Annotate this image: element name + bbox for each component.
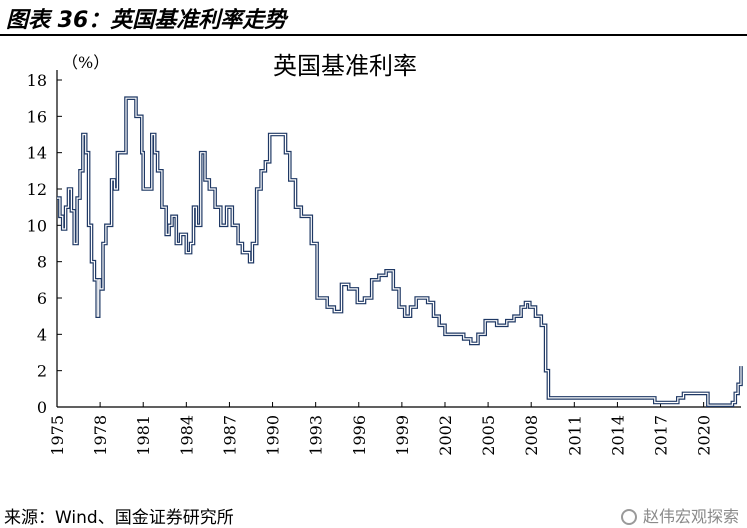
- y-tick-label: 10: [27, 216, 47, 235]
- y-tick-label: 12: [27, 180, 47, 199]
- x-tick-label: 1990: [264, 415, 283, 456]
- x-axis-ticks: 1975 1978 1981 1984 1987 1990 1993 1996 1999 2002…: [48, 402, 714, 456]
- x-tick-label: 1975: [48, 415, 67, 456]
- series-line: [57, 97, 742, 406]
- x-tick-label: 1999: [393, 415, 412, 456]
- y-unit-label: （%）: [62, 53, 109, 72]
- wechat-icon: [620, 509, 637, 525]
- y-tick-label: 18: [27, 71, 47, 90]
- x-tick-label: 2017: [652, 415, 671, 456]
- x-tick-label: 1978: [91, 415, 110, 456]
- chart-area: 0 2 4 6 8 10 12 14 16 18 1975 1978 1981 1984 1987 1990…: [27, 52, 743, 456]
- chart-title: 英国基准利率: [273, 52, 417, 80]
- y-tick-label: 14: [27, 144, 47, 163]
- y-axis-ticks: 0 2 4 6 8 10 12 14 16 18: [27, 71, 62, 417]
- x-tick-label: 2011: [565, 415, 584, 456]
- series-layer: [57, 96, 743, 407]
- x-tick-label: 2005: [479, 415, 498, 456]
- figure-title: 图表 36：英国基准利率走势: [6, 8, 287, 33]
- x-tick-label: 1996: [350, 415, 369, 456]
- x-tick-label: 1981: [134, 415, 153, 456]
- x-tick-label: 2014: [608, 415, 627, 456]
- series-line-outline: [57, 96, 743, 407]
- x-tick-label: 1984: [177, 415, 196, 456]
- y-tick-label: 6: [37, 289, 47, 308]
- y-tick-label: 4: [37, 325, 47, 344]
- x-tick-label: 2020: [695, 415, 714, 456]
- title-rule: [0, 34, 747, 36]
- y-tick-label: 2: [37, 362, 47, 381]
- x-tick-label: 2008: [522, 415, 541, 456]
- watermark: 赵伟宏观探索: [620, 503, 739, 527]
- y-tick-label: 16: [27, 107, 47, 126]
- x-tick-label: 1987: [220, 415, 239, 456]
- watermark-text: 赵伟宏观探索: [642, 507, 739, 526]
- x-tick-label: 2002: [436, 415, 455, 456]
- y-tick-label: 0: [37, 398, 47, 417]
- source-note: 来源：Wind、国金证券研究所: [4, 508, 234, 528]
- chart-axes: [56, 70, 741, 408]
- y-tick-label: 8: [37, 253, 47, 272]
- x-tick-label: 1993: [307, 415, 326, 456]
